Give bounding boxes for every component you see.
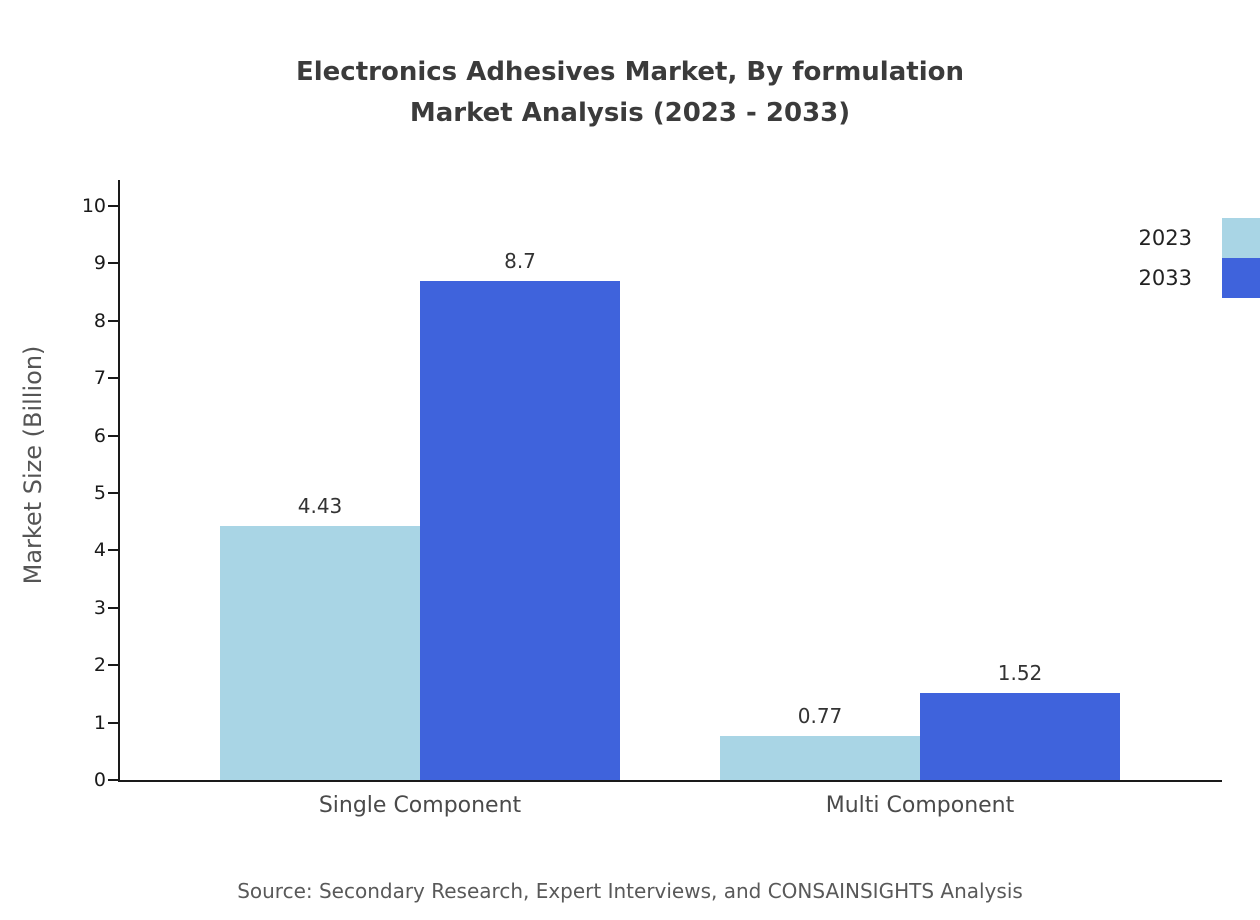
bar-2023-single-component [220, 525, 420, 780]
legend-label-2033: 2033 [1138, 266, 1192, 290]
x-category-label-multi-component: Multi Component [825, 793, 1015, 818]
y-tick-label-9: 9 [93, 252, 106, 275]
y-tick-label-8: 8 [93, 309, 106, 332]
y-tick-mark [108, 664, 118, 667]
bar-2023-multi-component [720, 735, 920, 780]
bar-value-label: 4.43 [297, 493, 343, 518]
x-axis-line [118, 780, 1222, 782]
y-tick-mark [108, 606, 118, 609]
bar-2033-multi-component [920, 692, 1120, 780]
y-tick-mark [108, 549, 118, 552]
legend-item-2033: 2033 [1139, 258, 1260, 298]
legend-swatch-2023 [1222, 218, 1260, 258]
source-note: Source: Secondary Research, Expert Inter… [237, 879, 1023, 903]
y-tick-mark [108, 779, 118, 781]
bar-value-label: 8.7 [504, 248, 536, 273]
y-tick-mark [108, 492, 118, 494]
y-tick-label-7: 7 [93, 367, 106, 390]
y-tick-label-4: 4 [93, 539, 106, 562]
y-tick-mark [108, 205, 118, 207]
x-category-label-single-component: Single Component [318, 793, 522, 818]
y-tick-label-5: 5 [93, 482, 106, 504]
chart-title: Electronics Adhesives Market, By formula… [0, 52, 1260, 134]
bar-value-label: 0.77 [797, 703, 843, 728]
y-tick-label-2: 2 [93, 654, 106, 677]
bar-2033-single-component [420, 280, 620, 780]
y-tick-mark [108, 434, 118, 437]
legend-item-2023: 2023 [1139, 218, 1260, 258]
y-tick-label-6: 6 [93, 424, 106, 447]
y-axis-line [118, 180, 120, 782]
y-tick-mark [108, 377, 118, 380]
y-tick-label-0: 0 [93, 769, 106, 791]
chart-title-line2: Market Analysis (2023 - 2033) [409, 98, 851, 128]
chart-title-line1: Electronics Adhesives Market, By formula… [296, 57, 964, 87]
legend-swatch-2033 [1222, 258, 1260, 298]
y-tick-label-3: 3 [93, 596, 106, 619]
y-tick-label-1: 1 [93, 711, 106, 734]
y-tick-mark [108, 721, 118, 724]
y-tick-mark [108, 262, 118, 265]
y-tick-label-10: 10 [81, 195, 106, 217]
legend-label-2023: 2023 [1138, 226, 1192, 250]
bar-value-label: 1.52 [997, 660, 1043, 685]
y-tick-mark [108, 319, 118, 322]
